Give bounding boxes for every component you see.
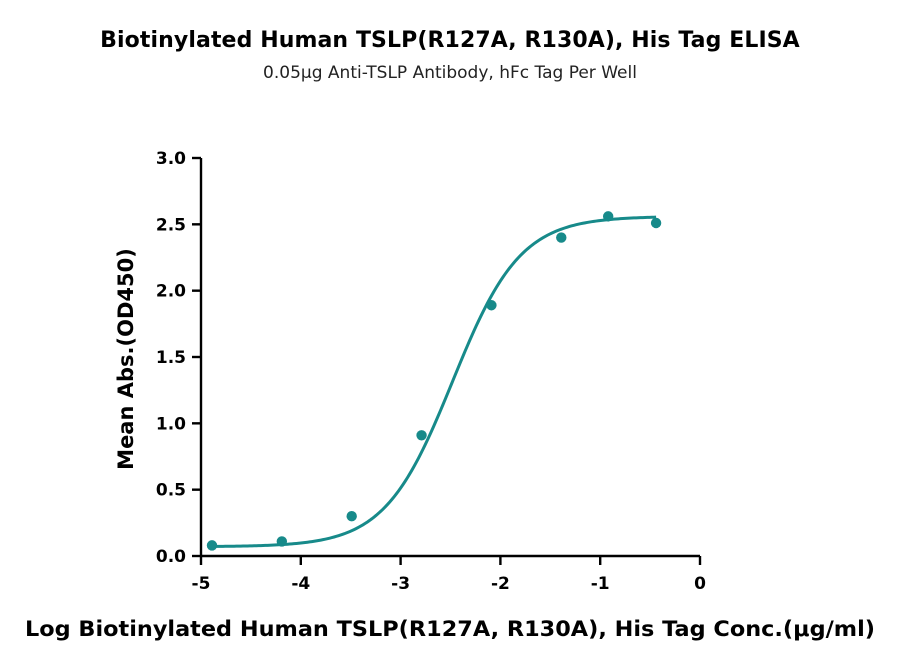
data-point [276,536,288,547]
y-axis-title: Mean Abs.(OD450) [114,248,138,470]
data-point [602,211,614,222]
data-point [416,430,427,441]
x-tick-label: -5 [192,574,211,594]
data-point [486,300,497,311]
fit-curve [211,215,657,548]
y-tick-label: 0.0 [156,547,186,567]
x-tick-label: -4 [291,574,310,594]
data-point [650,217,662,229]
y-tick-label: 2.5 [156,215,186,235]
y-tick-label: 0.5 [156,481,186,501]
x-tick-label: 0 [694,574,706,594]
chart-subtitle: 0.05μg Anti-TSLP Antibody, hFc Tag Per W… [263,63,637,83]
x-tick-label: -2 [491,574,510,594]
y-tick-label: 2.0 [156,282,186,302]
data-point [556,232,567,243]
x-tick-label: -1 [591,574,610,594]
x-axis-title: Log Biotinylated Human TSLP(R127A, R130A… [25,617,875,641]
y-tick-label: 1.5 [156,348,186,368]
data-point [346,511,357,522]
chart-title: Biotinylated Human TSLP(R127A, R130A), H… [100,28,800,53]
y-tick-label: 3.0 [156,149,186,169]
y-tick-label: 1.0 [156,414,186,434]
data-points-group [206,211,662,551]
x-ticks-group: -5 -4 -3 -2 -1 0 [192,556,706,594]
data-point [206,540,218,551]
x-tick-label: -3 [391,574,410,594]
y-ticks-group: 0.0 0.5 1.0 1.5 2.0 2.5 3.0 [156,149,201,567]
